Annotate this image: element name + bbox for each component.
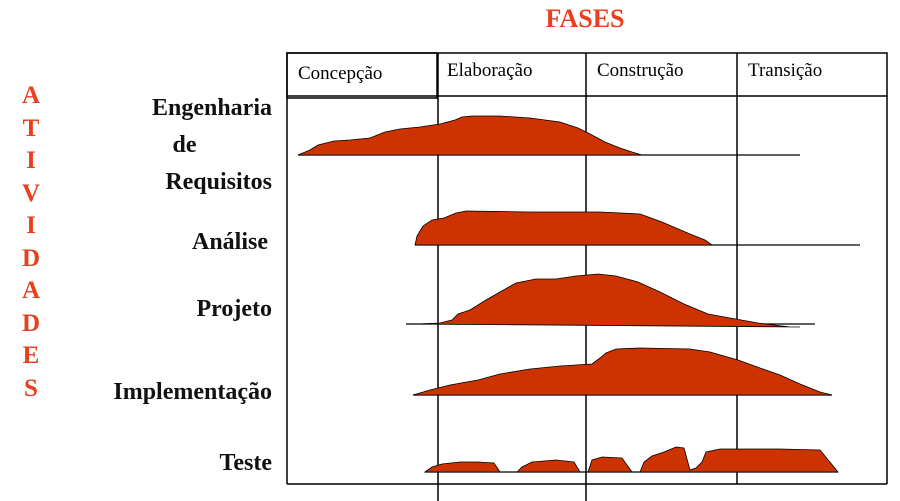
vertical-letter: I [26, 212, 36, 239]
activity-label-line: Projeto [196, 296, 272, 322]
activity-label-line: Análise [191, 229, 268, 255]
effort-curve-implementacao [412, 347, 833, 396]
vertical-letter: A [21, 82, 41, 109]
phase-label-transicao: Transição [748, 60, 823, 81]
phase-label-construcao: Construção [597, 60, 684, 81]
activity-label-line: Implementação [113, 379, 272, 405]
effort-curves [297, 115, 839, 473]
effort-curve-engenharia [297, 115, 643, 156]
vertical-axis-label: A T I V I D A D E S [14, 80, 48, 405]
diagram-title: FASES [545, 4, 625, 33]
activity-label-analise: Análise [192, 224, 272, 261]
activity-label-projeto: Projeto [196, 291, 272, 328]
vertical-letter: S [24, 374, 38, 402]
activity-label-line: Engenharia [151, 95, 272, 121]
effort-curve-teste [423, 446, 839, 473]
phase-cell-concepcao [286, 52, 438, 99]
vertical-letter: V [21, 179, 41, 207]
vertical-letter: I [26, 147, 36, 174]
activity-label-line: Requisitos [165, 169, 272, 195]
vertical-letter: E [22, 342, 40, 369]
vertical-letter: T [22, 114, 40, 142]
vertical-letter: D [21, 244, 41, 272]
activity-label-line: de [172, 132, 197, 158]
phase-label-elaboracao: Elaboração [447, 60, 533, 81]
phase-header-box [286, 52, 888, 97]
effort-curve-projeto [417, 273, 801, 328]
activity-label-engenharia: Engenharia de Requisitos [152, 90, 272, 201]
vertical-letter: D [21, 309, 41, 337]
activity-label-teste: Teste [220, 445, 272, 482]
activity-label-line: Teste [219, 450, 272, 476]
vertical-letter: A [21, 277, 41, 304]
activity-label-implementacao: Implementação [113, 374, 272, 411]
effort-curve-analise [414, 210, 714, 246]
phase-label-concepcao: Concepção [298, 63, 383, 84]
